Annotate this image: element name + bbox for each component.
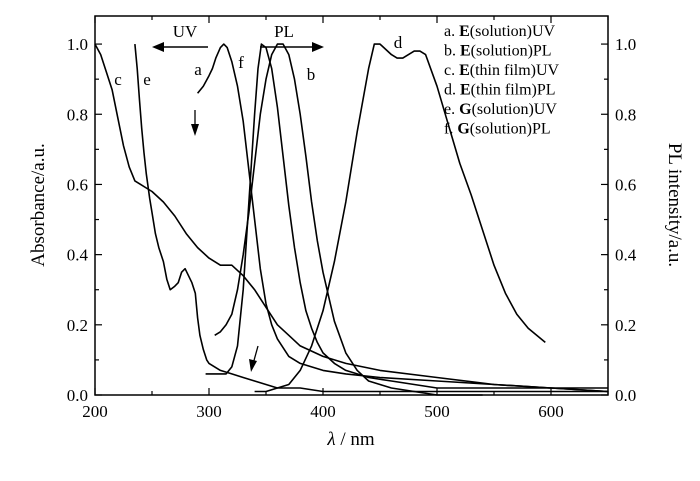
pl-arrowhead-icon: [312, 42, 324, 52]
y-tick-label: 0.0: [67, 386, 88, 405]
curve-f: [205, 43, 608, 389]
axis-titles: λ / nm Absorbance/a.u. PL intensity/a.u.: [28, 143, 685, 450]
y-axis-title: Absorbance/a.u.: [28, 143, 49, 266]
y-tick-label: 0.2: [67, 316, 88, 335]
curve-label-d: d: [394, 33, 403, 52]
curve-d: [254, 43, 546, 393]
curve-label-b: b: [307, 65, 316, 84]
curve-label-a: a: [194, 60, 202, 79]
y2-tick-label: 0.4: [615, 246, 637, 265]
legend-entry: a. E(solution)UV: [444, 23, 556, 40]
y2-tick-label: 0.0: [615, 386, 636, 405]
curves-layer: [94, 43, 609, 396]
y2-tick-label: 0.6: [615, 175, 636, 194]
x-tick-label: 600: [538, 402, 564, 421]
y-tick-label: 0.6: [67, 175, 88, 194]
curve-label-c: c: [114, 70, 122, 89]
y-tick-label: 1.0: [67, 35, 88, 54]
down-arrow-icon: [249, 359, 257, 372]
y2-tick-label: 1.0: [615, 35, 636, 54]
legend-entry: b. E(solution)PL: [444, 43, 552, 60]
curve-e: [134, 44, 608, 393]
curve-c: [94, 43, 609, 393]
y2-axis-title: PL intensity/a.u.: [664, 143, 685, 267]
curve-b: [214, 43, 483, 396]
x-tick-label: 400: [310, 402, 336, 421]
y2-tick-label: 0.2: [615, 316, 636, 335]
legend-entry: f. G(solution)PL: [444, 121, 551, 138]
x-axis-title: λ / nm: [326, 429, 375, 450]
x-tick-label: 300: [196, 402, 222, 421]
legend-entry: e. G(solution)UV: [444, 101, 557, 118]
down-arrow-icon: [191, 124, 199, 136]
legend-entry: c. E(thin film)UV: [444, 62, 560, 79]
uv-label: UV: [173, 22, 198, 41]
ticks-layer: 200 300 400 500 600 0.0 0.2 0.4 0.6 0.8 1.0 0.0 0.2 0…: [67, 16, 637, 421]
curve-label-f: f: [238, 53, 244, 72]
x-tick-label: 500: [424, 402, 450, 421]
curve-label-e: e: [143, 70, 151, 89]
pl-label: PL: [274, 22, 294, 41]
y2-tick-label: 0.8: [615, 105, 636, 124]
x-tick-label: 200: [82, 402, 108, 421]
annotations-layer: a b c d e f UV PL: [114, 22, 403, 372]
y-tick-label: 0.8: [67, 105, 88, 124]
uv-arrowhead-icon: [152, 42, 164, 52]
legend: a. E(solution)UV b. E(solution)PL c. E(thi…: [444, 23, 560, 138]
curve-a: [196, 43, 609, 393]
plot-frame: [94, 15, 609, 396]
legend-entry: d. E(thin film)PL: [444, 82, 556, 99]
y-tick-label: 0.4: [67, 246, 89, 265]
